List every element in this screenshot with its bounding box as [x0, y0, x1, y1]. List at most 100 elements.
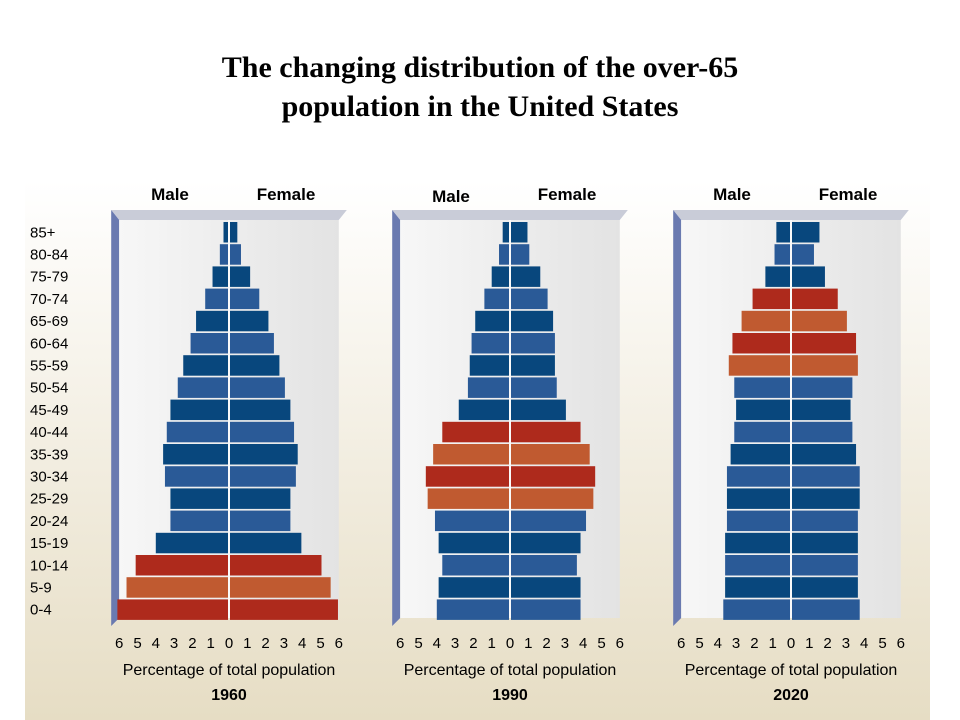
bar-female-45-49: [511, 399, 566, 421]
bar-female-5-9: [230, 577, 331, 598]
bar-female-45-49: [792, 399, 851, 421]
age-label: 85+: [30, 224, 56, 241]
bar-male-50-54: [734, 377, 790, 398]
bar-female-25-29: [230, 488, 291, 509]
bar-female-20-24: [230, 510, 291, 532]
x-tick-label: 4: [714, 635, 722, 652]
x-axis-label: Percentage of total population: [123, 662, 336, 679]
age-label: 0-4: [30, 602, 52, 619]
age-label: 40-44: [30, 424, 68, 441]
bar-male-35-39: [730, 444, 790, 465]
bar-female-30-34: [511, 466, 596, 487]
age-label: 10-14: [30, 557, 68, 574]
x-tick-label: 6: [677, 635, 685, 652]
x-tick-label: 2: [469, 635, 477, 652]
x-tick-label: 3: [732, 635, 740, 652]
x-tick-label: 4: [152, 635, 160, 652]
bar-male-75-79: [765, 266, 790, 287]
bar-male-45-49: [736, 399, 790, 421]
bar-male-40-44: [166, 421, 228, 443]
bar-female-35-39: [230, 444, 298, 465]
x-tick-label: 4: [860, 635, 868, 652]
age-label: 30-34: [30, 468, 68, 485]
bar-female-60-64: [230, 333, 274, 354]
bar-female-70-74: [230, 288, 260, 310]
bar-female-10-14: [792, 555, 858, 576]
bar-male-55-59: [728, 355, 790, 376]
x-tick-label: 6: [616, 635, 624, 652]
age-label: 15-19: [30, 535, 68, 552]
age-label: 45-49: [30, 402, 68, 419]
bar-male-60-64: [471, 333, 509, 354]
bar-female-0-4: [792, 599, 860, 620]
x-tick-label: 4: [579, 635, 587, 652]
bar-male-50-54: [467, 377, 509, 398]
age-axis-labels: 85+ 80-84 75-79 70-74 65-69 60-64 55-59 50-54 45…: [30, 224, 68, 618]
bar-female-85+: [230, 222, 238, 243]
bar-female-5-9: [792, 577, 858, 598]
bar-female-20-24: [792, 510, 858, 532]
bar-male-80-84: [774, 244, 790, 265]
bar-male-85+: [223, 222, 228, 243]
male-header: Male: [432, 187, 470, 206]
page-title: The changing distribution of the over-65…: [0, 48, 960, 126]
bar-female-85+: [792, 222, 820, 243]
bar-female-75-79: [511, 266, 541, 287]
bar-male-65-69: [475, 310, 509, 332]
bar-female-20-24: [511, 510, 587, 532]
bar-male-5-9: [126, 577, 228, 598]
x-tick-label: 5: [597, 635, 605, 652]
bar-female-60-64: [511, 333, 555, 354]
year-label: 2020: [773, 687, 809, 704]
bar-male-10-14: [725, 555, 790, 576]
bar-male-55-59: [183, 355, 228, 376]
bar-female-55-59: [511, 355, 555, 376]
bar-female-70-74: [511, 288, 548, 310]
year-label: 1990: [492, 687, 528, 704]
bar-female-75-79: [230, 266, 251, 287]
panel-top-face: [673, 210, 909, 220]
bar-male-35-39: [433, 444, 509, 465]
x-tick-label: 5: [316, 635, 324, 652]
bar-male-70-74: [205, 288, 228, 310]
bar-male-20-24: [434, 510, 509, 532]
bar-female-50-54: [511, 377, 557, 398]
bar-female-65-69: [230, 310, 269, 332]
bar-female-5-9: [511, 577, 581, 598]
bar-male-20-24: [726, 510, 790, 532]
bar-female-15-19: [792, 532, 858, 554]
x-tick-label: 3: [170, 635, 178, 652]
x-tick-label: 2: [823, 635, 831, 652]
x-tick-label: 3: [451, 635, 459, 652]
bar-female-40-44: [792, 421, 853, 443]
bar-male-85+: [776, 222, 790, 243]
bar-female-70-74: [792, 288, 838, 310]
x-tick-label: 1: [207, 635, 215, 652]
bar-male-15-19: [725, 532, 790, 554]
bar-male-5-9: [725, 577, 790, 598]
x-tick-label: 5: [133, 635, 141, 652]
x-tick-label: 6: [396, 635, 404, 652]
bar-male-5-9: [438, 577, 509, 598]
x-tick-label: 3: [280, 635, 288, 652]
x-tick-label: 4: [433, 635, 441, 652]
bar-female-45-49: [230, 399, 291, 421]
bar-male-10-14: [442, 555, 509, 576]
bar-female-40-44: [230, 421, 295, 443]
bar-female-35-39: [792, 444, 857, 465]
age-label: 50-54: [30, 380, 68, 397]
bar-male-30-34: [425, 466, 509, 487]
x-tick-label: 1: [805, 635, 813, 652]
x-tick-label: 2: [261, 635, 269, 652]
bar-male-45-49: [458, 399, 509, 421]
bar-male-45-49: [170, 399, 228, 421]
x-tick-label: 1: [524, 635, 532, 652]
bar-female-10-14: [230, 555, 322, 576]
bar-male-50-54: [177, 377, 228, 398]
bar-female-60-64: [792, 333, 857, 354]
bar-female-85+: [511, 222, 528, 243]
bar-female-0-4: [511, 599, 581, 620]
bar-male-75-79: [212, 266, 228, 287]
bar-male-70-74: [752, 288, 790, 310]
